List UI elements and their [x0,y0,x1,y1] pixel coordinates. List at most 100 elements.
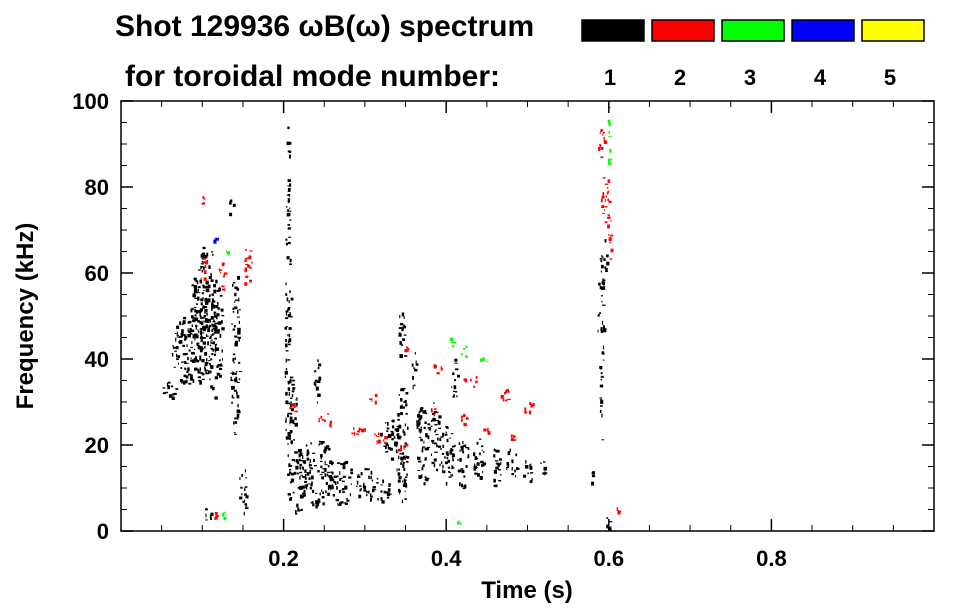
spectrum-point [224,272,228,275]
spectrum-point [450,433,454,435]
spectrum-point [285,293,288,296]
spectrum-point [363,489,367,492]
spectrum-point [288,236,291,238]
spectrum-point [599,399,603,401]
spectrum-point [427,435,430,440]
spectrum-point [289,430,293,433]
spectrum-point [178,362,179,365]
spectrum-point [381,500,385,504]
spectrum-point [233,421,235,425]
spectrum-point [291,393,294,398]
spectrum-point [374,400,377,405]
spectrum-point [404,442,408,445]
spectrum-point [287,190,291,192]
spectral-blob [600,177,612,224]
spectrum-point [402,326,404,330]
spectrum-point [387,422,389,426]
spectrum-point [214,326,218,330]
spectrum-point [403,334,407,336]
spectrum-point [480,460,484,464]
spectrum-point [336,462,341,464]
spectrum-point [530,472,534,474]
spectrum-point [202,198,206,200]
spectrum-point [245,476,247,479]
spectrum-point [542,472,545,475]
spectrum-point [294,423,296,425]
spectrum-point [482,357,485,359]
spectrum-point [604,221,608,224]
spectrum-point [192,317,195,319]
spectrum-point [403,468,406,471]
spectrum-point [214,517,217,520]
spectrum-point [511,467,513,471]
spectral-blob [243,249,253,286]
spectrum-point [183,316,187,320]
spectrum-point [356,433,359,436]
spectrum-point [220,269,223,271]
spectrum-point [206,260,209,262]
spectrum-point [602,359,605,361]
spectrum-point [601,196,605,199]
legend: 1 2 3 4 5 [581,19,925,90]
spectrum-point [288,333,291,338]
spectrum-point [342,465,346,470]
spectrum-point [328,475,333,479]
spectrum-point [418,412,420,415]
spectrum-point [419,430,422,434]
spectrum-point [434,451,438,453]
spectrum-point [399,490,401,493]
spectrum-point [383,490,386,494]
spectral-blob [301,440,335,509]
spectrum-point [215,311,217,314]
spectrum-point [603,325,605,328]
spectrum-point [436,444,438,448]
spectrum-point [406,346,408,349]
spectrum-point [398,455,400,460]
spectrum-point [300,474,303,476]
spectrum-point [422,446,424,449]
spectrum-point [295,402,298,406]
spectrum-point [306,451,310,455]
spectrum-point [320,460,323,463]
spectrum-point [357,430,360,433]
spectrum-point [326,471,331,473]
spectrum-point [350,471,353,475]
spectral-blob [510,434,517,442]
spectrum-point [234,357,236,361]
spectrum-point [297,472,299,475]
spectrum-point [285,436,290,440]
spectrum-point [385,422,387,424]
spectrum-point [601,301,603,303]
spectrum-point [215,279,218,284]
spectrum-point [221,351,223,353]
spectrum-point [414,352,416,355]
spectrum-point [360,472,363,476]
spectrum-point [452,341,456,344]
spectrum-point [448,476,452,478]
spectrum-point [232,311,235,313]
spectral-blob [213,237,219,244]
spectrum-point [533,403,535,407]
spectrum-point [403,387,406,390]
spectral-blob [218,262,228,292]
spectrum-point [606,191,609,195]
spectrum-point [237,331,241,335]
spectrum-point [453,394,455,397]
spectrum-point [402,452,404,455]
spectrum-point [481,449,483,451]
spectrum-point [232,371,234,376]
spectrum-point [311,452,316,454]
spectrum-point [221,320,223,324]
spectrum-point [206,313,208,316]
spectrum-point [200,277,202,281]
series-n=1 [162,126,613,532]
spectrum-point [288,465,292,467]
spectrum-point [433,402,435,404]
spectrum-point [336,486,338,490]
spectrum-point [289,407,292,410]
spectrum-point [219,333,222,338]
spectrum-point [385,491,388,494]
x-tick-label: 0.6 [594,546,625,571]
spectrum-point [210,340,212,343]
spectrum-point [609,234,614,237]
